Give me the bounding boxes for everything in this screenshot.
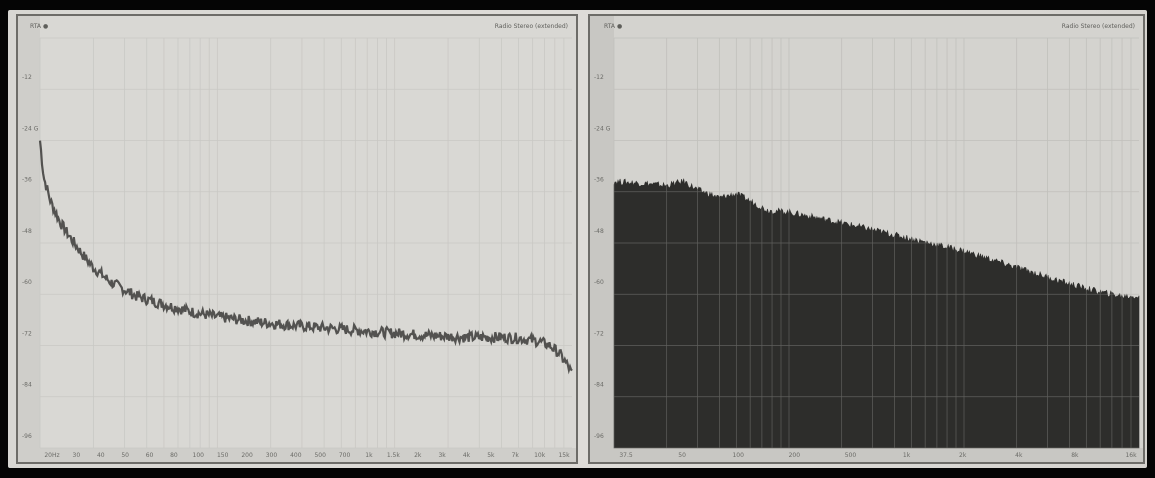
y-tick-label: -48 xyxy=(22,228,32,235)
y-tick-label: -36 xyxy=(594,177,604,184)
x-tick-label: 10k xyxy=(534,452,546,459)
x-tick-label: 50 xyxy=(678,452,686,459)
y-tick-label: -36 xyxy=(22,177,32,184)
y-tick-label: -24 G xyxy=(594,125,611,132)
y-tick-label: -84 xyxy=(22,382,32,389)
x-tick-label: 300 xyxy=(266,452,278,459)
x-tick-strip xyxy=(18,448,576,462)
chart-title: RTA ● xyxy=(30,23,48,30)
rta-panel-right: -12 -24 G -36 -48 -60 -72 -84 -96 37.5 50 100 200 50… xyxy=(588,14,1145,464)
x-tick-label: 2k xyxy=(414,452,422,459)
x-tick-label: 3k xyxy=(438,452,446,459)
x-tick-label: 15k xyxy=(558,452,570,459)
series-line-0 xyxy=(38,140,573,375)
chart-subtitle: Radio Stereo (extended) xyxy=(495,23,568,30)
x-tick-label: 2k xyxy=(959,452,967,459)
x-tick-label: 1.5k xyxy=(387,452,401,459)
grid-overlay xyxy=(613,37,1139,449)
x-tick-label: 200 xyxy=(241,452,253,459)
chart-title: RTA ● xyxy=(604,23,622,30)
y-tick-label: -12 xyxy=(22,74,32,81)
x-tick-label: 100 xyxy=(732,452,744,459)
x-tick-strip xyxy=(590,448,1143,462)
y-tick-label: -24 G xyxy=(22,125,39,132)
x-tick-label: 40 xyxy=(97,452,105,459)
x-tick-label: 50 xyxy=(121,452,129,459)
x-tick-label: 20Hz xyxy=(44,452,59,459)
y-tick-label: -72 xyxy=(594,330,604,337)
chart-subtitle: Radio Stereo (extended) xyxy=(1062,23,1135,30)
x-tick-label: 80 xyxy=(170,452,178,459)
x-tick-label: 4k xyxy=(463,452,471,459)
y-tick-label: -60 xyxy=(22,279,32,286)
x-tick-label: 1k xyxy=(365,452,373,459)
x-tick-label: 30 xyxy=(73,452,81,459)
x-tick-label: 700 xyxy=(339,452,351,459)
y-tick-label: -48 xyxy=(594,228,604,235)
y-tick-label: -96 xyxy=(22,433,32,440)
x-tick-label: 500 xyxy=(314,452,326,459)
x-tick-label: 8k xyxy=(1071,452,1079,459)
x-tick-label: 150 xyxy=(217,452,229,459)
y-tick-label: -12 xyxy=(594,74,604,81)
y-tick-strip xyxy=(590,16,614,462)
x-tick-label: 4k xyxy=(1015,452,1023,459)
y-tick-strip xyxy=(18,16,40,462)
x-tick-label: 16k xyxy=(1125,452,1137,459)
rta-panel-left: -12 -24 G -36 -48 -60 -72 -84 -96 20Hz 30 40 50 60 80… xyxy=(16,14,578,464)
rta-chart-right: -12 -24 G -36 -48 -60 -72 -84 -96 37.5 50 100 200 50… xyxy=(590,16,1143,462)
x-tick-label: 1k xyxy=(903,452,911,459)
y-tick-label: -96 xyxy=(594,433,604,440)
x-tick-label: 7k xyxy=(512,452,520,459)
x-tick-label: 37.5 xyxy=(619,452,633,459)
x-tick-label: 60 xyxy=(146,452,154,459)
y-tick-label: -60 xyxy=(594,279,604,286)
x-tick-label: 400 xyxy=(290,452,302,459)
x-tick-label: 500 xyxy=(845,452,857,459)
series-area-0 xyxy=(613,178,1140,449)
x-tick-label: 200 xyxy=(789,452,801,459)
y-tick-label: -84 xyxy=(594,382,604,389)
photo-frame: -12 -24 G -36 -48 -60 -72 -84 -96 20Hz 30 40 50 60 80… xyxy=(8,10,1147,468)
grid xyxy=(39,37,572,449)
y-tick-label: -72 xyxy=(22,330,32,337)
x-tick-label: 100 xyxy=(193,452,205,459)
rta-chart-left: -12 -24 G -36 -48 -60 -72 -84 -96 20Hz 30 40 50 60 80… xyxy=(18,16,576,462)
x-tick-label: 5k xyxy=(487,452,495,459)
